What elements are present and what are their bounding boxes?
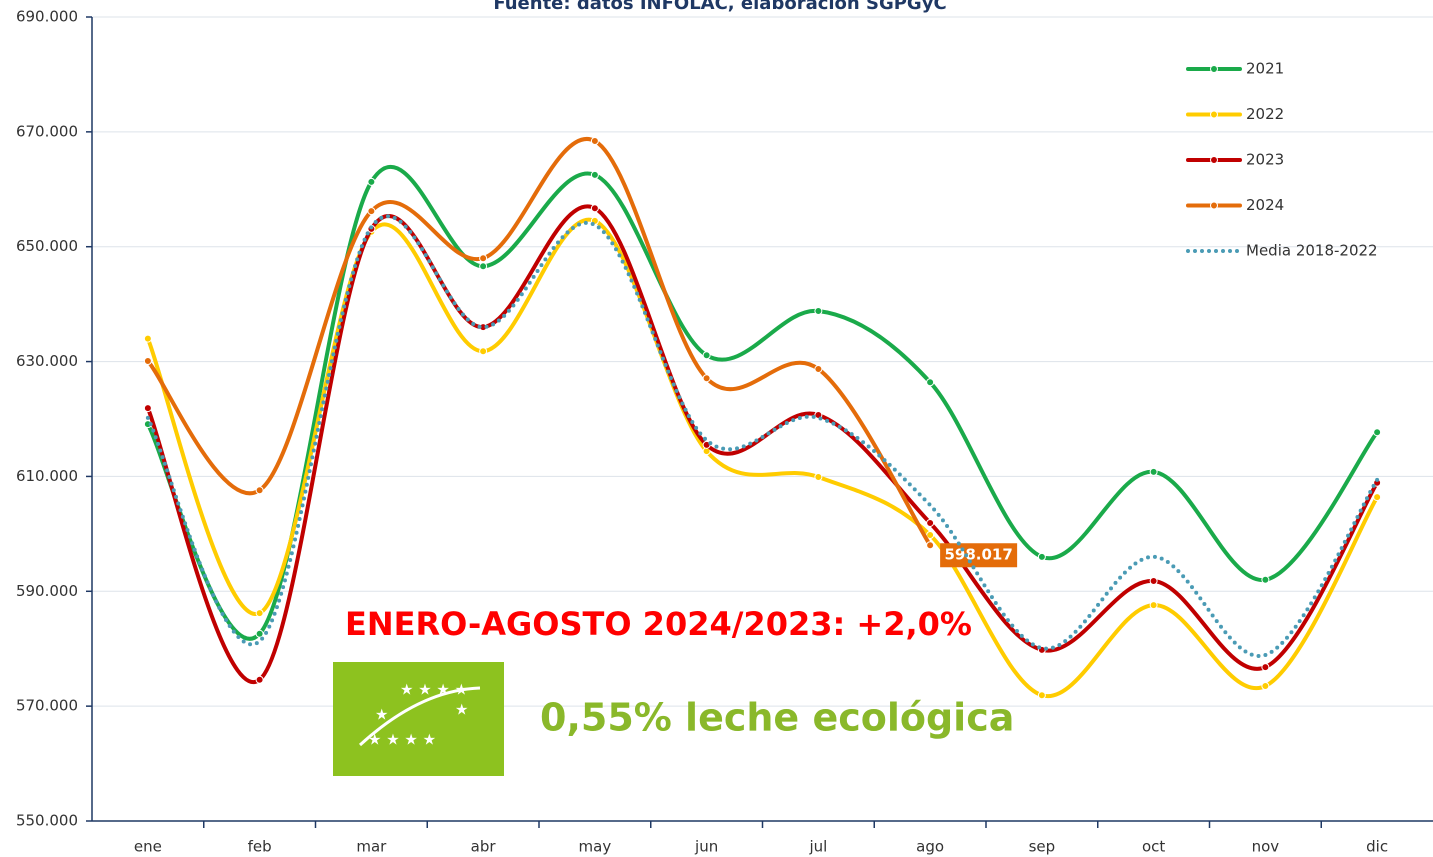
svg-text:★: ★ [455,701,468,719]
series-marker [479,262,488,271]
y-tick-label: 630.000 [16,352,78,370]
x-tick-label: mar [356,838,387,856]
x-tick-label: dic [1366,838,1388,856]
series-marker [143,356,152,365]
y-tick-label: 610.000 [16,467,78,485]
x-tick-label: abr [471,838,497,856]
series-marker [1373,493,1382,502]
series-marker [926,541,935,550]
annotation: 0,55% leche ecológica [540,696,1014,740]
chart-title: Fuente: datos INFOLAC, elaboración SGPGy… [493,0,946,14]
series-marker [814,473,823,482]
legend-marker [1210,156,1218,164]
data-label: 598.017 [944,546,1012,564]
svg-text:★ ★ ★ ★: ★ ★ ★ ★ [368,731,436,749]
svg-text:★: ★ [375,706,388,724]
series-marker [590,137,599,146]
series-marker [1037,691,1046,700]
legend-marker [1210,110,1218,119]
series-marker [367,207,376,216]
series-marker [255,486,264,495]
series-marker [814,307,823,316]
x-tick-label: jun [694,838,718,856]
series-marker [255,609,264,618]
y-tick-label: 550.000 [16,812,78,830]
series-marker [926,531,935,540]
logo-leaf [358,686,481,747]
x-tick-label: nov [1252,838,1280,856]
series-marker [926,518,935,527]
logo-bg [333,662,504,776]
y-tick-label: 670.000 [16,122,78,140]
series-marker [1261,682,1270,691]
series-marker [1149,576,1158,585]
series-line [145,136,933,548]
legend-label: 2024 [1246,196,1284,214]
series-marker [926,378,935,387]
series-marker [367,177,376,186]
series-marker [590,204,599,213]
legend-label: Media 2018-2022 [1246,242,1378,260]
series-marker [702,351,711,360]
series-marker [590,170,599,179]
series-marker [702,374,711,383]
legend-marker [1210,65,1218,73]
x-tick-label: oct [1142,838,1165,856]
series-marker [255,675,264,684]
series-marker [143,404,152,413]
y-tick-label: 690.000 [16,8,78,26]
series-marker [814,365,823,374]
logo-stars: ★ ★ ★ ★ ★ ★ ★ ★ ★ ★ [368,681,468,749]
svg-text:★ ★ ★ ★: ★ ★ ★ ★ [400,681,468,699]
series-marker [1261,663,1270,672]
legend-marker [1210,201,1218,210]
legend-label: 2022 [1246,105,1284,123]
x-tick-label: may [579,838,612,856]
series-marker [1037,552,1046,561]
x-tick-label: ago [916,838,944,856]
y-tick-label: 650.000 [16,237,78,255]
series-marker [1149,601,1158,610]
x-tick-label: feb [248,838,272,856]
data-label-bg [940,543,1018,568]
series-marker [479,347,488,356]
y-tick-label: 590.000 [16,582,78,600]
series-marker [1261,575,1270,584]
legend-label: 2021 [1246,60,1284,78]
legend-label: 2023 [1246,151,1284,169]
annotation: ENERO-AGOSTO 2024/2023: +2,0% [345,605,972,643]
x-tick-label: sep [1029,838,1056,856]
x-tick-label: ene [134,838,162,856]
series-marker [1373,428,1382,437]
series-marker [1149,467,1158,476]
series-line [145,214,1380,658]
x-tick-label: jul [808,838,827,856]
series-marker [143,334,152,343]
series-marker [479,254,488,263]
y-tick-label: 570.000 [16,697,78,715]
organic-logo: ★ ★ ★ ★ ★ ★ ★ ★ ★ ★ [333,662,504,776]
series-marker [255,629,264,638]
series-line [145,164,1380,641]
